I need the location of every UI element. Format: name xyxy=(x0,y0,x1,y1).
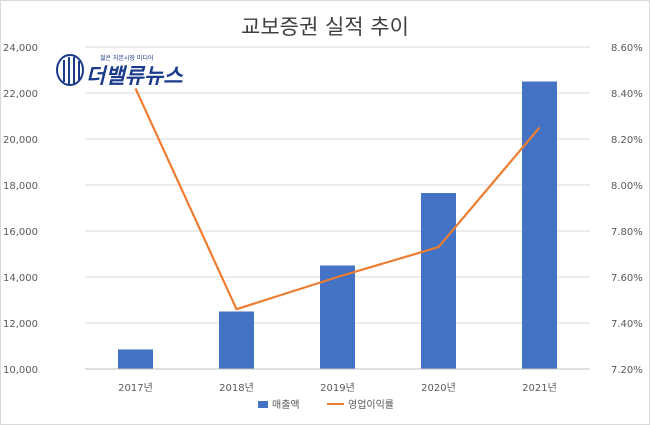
y-axis-left: 10,000 12,000 14,000 16,000 18,000 20,000 22,0… xyxy=(3,43,38,376)
bar-매출액 xyxy=(219,311,254,369)
logo-wordmark: 더밸류뉴스 xyxy=(86,64,184,88)
y-right-tick-label: 8.00% xyxy=(611,181,643,192)
y-right-tick-label: 8.20% xyxy=(611,135,643,146)
legend: 매출액 영업이익률 xyxy=(258,398,394,411)
legend-label: 영업이익률 xyxy=(348,398,394,411)
y-right-tick-label: 7.80% xyxy=(611,227,643,238)
x-tick-label: 2021년 xyxy=(522,382,557,394)
y-left-tick-label: 18,000 xyxy=(3,181,38,192)
y-right-tick-label: 7.20% xyxy=(611,365,643,376)
y-right-tick-label: 8.40% xyxy=(611,89,643,100)
y-left-tick-label: 14,000 xyxy=(3,273,38,284)
x-tick-label: 2019년 xyxy=(320,382,355,394)
bar-매출액 xyxy=(421,193,456,369)
bar-매출액 xyxy=(522,81,557,369)
line-영업이익률 xyxy=(134,87,541,311)
legend-label: 매출액 xyxy=(272,399,300,411)
x-tick-label: 2020년 xyxy=(421,382,456,394)
y-left-tick-label: 22,000 xyxy=(3,89,38,100)
y-right-tick-label: 7.60% xyxy=(611,273,643,284)
x-tick-label: 2017년 xyxy=(118,382,153,394)
y-left-tick-label: 20,000 xyxy=(3,135,38,146)
x-axis: 2017년 2018년 2019년 2020년 2021년 xyxy=(85,368,590,394)
logo-tagline: 젊은 자본시장 미디어 xyxy=(100,54,154,62)
y-left-tick-label: 12,000 xyxy=(3,319,38,330)
logo-emblem-icon xyxy=(56,54,84,86)
chart-title: 교보증권 실적 추이 xyxy=(241,15,409,39)
y-left-tick-label: 24,000 xyxy=(3,43,38,54)
line-series xyxy=(134,87,541,311)
y-right-tick-label: 8.60% xyxy=(611,43,643,54)
logo: 젊은 자본시장 미디어 더밸류뉴스 xyxy=(56,54,184,88)
y-left-tick-label: 16,000 xyxy=(3,227,38,238)
y-right-tick-label: 7.40% xyxy=(611,319,643,330)
y-left-tick-label: 10,000 xyxy=(3,365,38,376)
legend-swatch-bar xyxy=(258,401,268,408)
x-tick-label: 2018년 xyxy=(219,382,254,394)
y-axis-right: 7.20% 7.40% 7.60% 7.80% 8.00% 8.20% 8.40% 8.60% xyxy=(611,43,643,376)
bar-매출액 xyxy=(320,265,355,369)
bar-매출액 xyxy=(118,349,153,369)
bar-series xyxy=(118,81,557,369)
